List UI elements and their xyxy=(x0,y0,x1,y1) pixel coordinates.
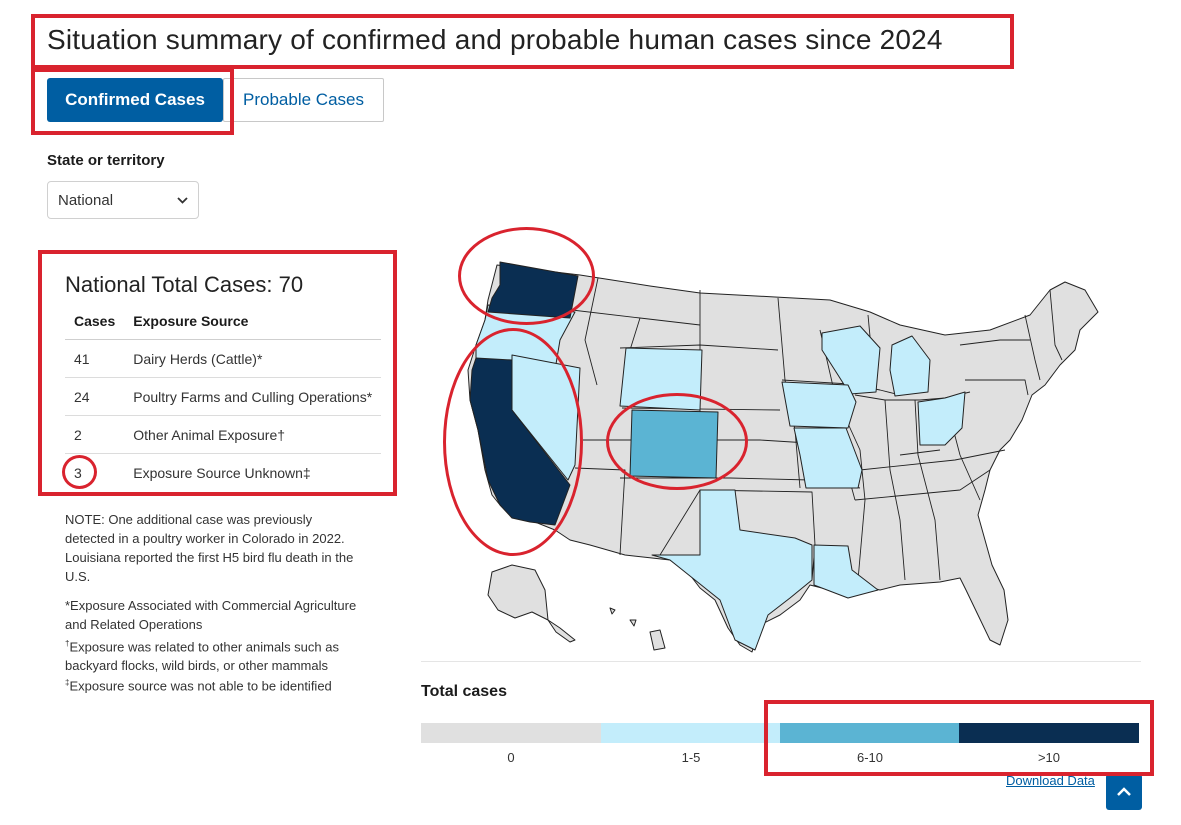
map-divider xyxy=(421,661,1141,662)
annotation-ellipse-washington xyxy=(458,227,595,325)
legend-label: 0 xyxy=(507,750,515,765)
table-row: 2 Other Animal Exposure† xyxy=(65,415,382,454)
state-texas xyxy=(651,489,813,651)
download-data-link[interactable]: Download Data xyxy=(1006,773,1095,788)
source-cell: Poultry Farms and Culling Operations* xyxy=(124,377,382,416)
annotation-box-title xyxy=(31,14,1014,69)
state-hawaii xyxy=(609,607,666,651)
state-filter-label: State or territory xyxy=(47,152,165,169)
source-cell: Dairy Herds (Cattle)* xyxy=(124,339,382,378)
footnote-double-dagger: ‡Exposure source was not able to be iden… xyxy=(65,673,365,695)
annotation-box-table xyxy=(38,250,397,496)
legend-swatch-0 xyxy=(421,723,601,743)
table-row: 41 Dairy Herds (Cattle)* xyxy=(65,339,382,378)
state-iowa xyxy=(781,381,857,429)
legend-label: 6-10 xyxy=(856,750,884,765)
column-header: Exposure Source xyxy=(124,303,382,340)
footnote-star: *Exposure Associated with Commercial Agr… xyxy=(65,598,357,632)
legend-swatch-1-5 xyxy=(601,723,780,743)
page-title: Situation summary of confirmed and proba… xyxy=(47,24,943,55)
double-dagger-text: Exposure source was not able to be ident… xyxy=(69,678,332,694)
state-alaska xyxy=(487,564,549,621)
footnote-dagger: †Exposure was related to other animals s… xyxy=(65,634,365,675)
annotation-ellipse-california xyxy=(443,328,583,556)
annotation-box-legend xyxy=(764,700,1154,776)
note-text: NOTE: One additional case was previously… xyxy=(65,512,354,584)
chevron-down-icon xyxy=(177,193,188,207)
cases-cell: 41 xyxy=(65,339,125,378)
state-select[interactable]: National xyxy=(47,181,199,219)
exposure-table: Cases Exposure Source 41 Dairy Herds (Ca… xyxy=(65,303,382,491)
tab-probable-cases[interactable]: Probable Cases xyxy=(223,78,384,122)
back-to-top-button[interactable] xyxy=(1106,774,1142,810)
state-wisconsin xyxy=(821,325,881,395)
legend-swatch-6-10 xyxy=(780,723,959,743)
annotation-circle-unknown xyxy=(62,455,97,489)
dagger-mark: † xyxy=(65,639,70,648)
annotation-box-tab xyxy=(31,68,234,135)
table-row: 24 Poultry Farms and Culling Operations* xyxy=(65,377,382,416)
legend-swatch-gt10 xyxy=(959,723,1139,743)
state-michigan xyxy=(889,335,931,397)
column-header: Cases xyxy=(65,303,125,340)
legend-label: >10 xyxy=(1037,750,1061,765)
dagger-text: Exposure was related to other animals su… xyxy=(65,639,339,674)
table-header-row: Cases Exposure Source xyxy=(65,303,382,340)
state-ohio xyxy=(917,391,966,446)
cases-cell: 24 xyxy=(65,377,125,416)
state-missouri xyxy=(793,427,863,489)
national-total-heading: National Total Cases: 70 xyxy=(65,272,304,297)
chevron-up-icon xyxy=(1117,787,1131,796)
state-louisiana xyxy=(813,544,879,599)
cases-cell: 2 xyxy=(65,415,125,454)
state-select-value: National xyxy=(58,191,114,209)
alaska-islands xyxy=(547,619,576,643)
tab-confirmed-cases[interactable]: Confirmed Cases xyxy=(47,78,223,122)
legend-title: Total cases xyxy=(421,683,507,700)
source-cell: Exposure Source Unknown‡ xyxy=(133,464,311,481)
legend-label: 1-5 xyxy=(681,750,701,765)
double-dagger-mark: ‡ xyxy=(65,678,70,687)
source-cell: Other Animal Exposure† xyxy=(124,415,382,454)
annotation-ellipse-colorado xyxy=(606,393,748,490)
